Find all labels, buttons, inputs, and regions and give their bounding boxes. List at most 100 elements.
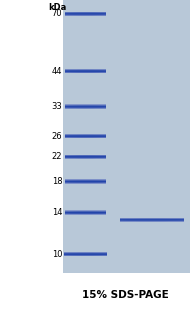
Bar bbox=[65, 211, 106, 212]
Bar bbox=[65, 12, 106, 13]
Bar bbox=[65, 213, 106, 214]
Bar bbox=[65, 69, 106, 70]
Bar bbox=[65, 136, 106, 137]
Bar bbox=[65, 181, 106, 182]
Bar bbox=[65, 182, 106, 183]
Bar bbox=[65, 183, 106, 184]
Text: 33: 33 bbox=[52, 102, 62, 111]
Bar bbox=[65, 72, 106, 73]
Bar bbox=[64, 255, 107, 256]
Text: 22: 22 bbox=[52, 152, 62, 161]
Bar bbox=[65, 212, 106, 213]
Text: 15% SDS-PAGE: 15% SDS-PAGE bbox=[82, 290, 169, 300]
Bar bbox=[65, 134, 106, 135]
Bar bbox=[65, 211, 106, 212]
Bar bbox=[65, 14, 106, 15]
Bar bbox=[64, 254, 107, 255]
Ellipse shape bbox=[67, 135, 104, 138]
Bar bbox=[65, 135, 106, 136]
Bar bbox=[65, 104, 106, 105]
Bar bbox=[120, 219, 184, 220]
Bar bbox=[65, 107, 106, 108]
Bar bbox=[120, 221, 184, 222]
Bar bbox=[65, 156, 106, 157]
Bar bbox=[65, 14, 106, 15]
Text: 44: 44 bbox=[52, 67, 62, 76]
Bar bbox=[65, 182, 106, 183]
Ellipse shape bbox=[123, 219, 181, 221]
Bar bbox=[64, 252, 107, 253]
Bar bbox=[64, 253, 107, 254]
Bar bbox=[63, 0, 190, 273]
Bar bbox=[65, 155, 106, 156]
Bar bbox=[65, 155, 106, 156]
Bar bbox=[120, 218, 184, 219]
Bar bbox=[120, 219, 184, 220]
Bar bbox=[65, 69, 106, 70]
Ellipse shape bbox=[67, 155, 104, 158]
Bar bbox=[65, 213, 106, 214]
Bar bbox=[65, 14, 106, 15]
Bar bbox=[65, 180, 106, 181]
Bar bbox=[64, 254, 107, 255]
Bar bbox=[64, 254, 107, 255]
Ellipse shape bbox=[66, 253, 105, 256]
Bar bbox=[65, 137, 106, 138]
Bar bbox=[65, 158, 106, 159]
Bar bbox=[65, 107, 106, 108]
Bar bbox=[65, 72, 106, 73]
Bar bbox=[65, 137, 106, 138]
Bar bbox=[65, 212, 106, 213]
Bar bbox=[65, 105, 106, 106]
Bar bbox=[64, 252, 107, 253]
Bar bbox=[65, 72, 106, 73]
Bar bbox=[120, 218, 184, 219]
Bar bbox=[65, 213, 106, 214]
Bar bbox=[120, 221, 184, 222]
Bar bbox=[65, 70, 106, 71]
Bar bbox=[65, 180, 106, 181]
Bar bbox=[65, 179, 106, 180]
Bar bbox=[65, 158, 106, 159]
Bar bbox=[65, 212, 106, 213]
Bar bbox=[64, 255, 107, 256]
Bar bbox=[65, 211, 106, 212]
Text: 18: 18 bbox=[52, 177, 62, 186]
Bar bbox=[64, 252, 107, 253]
Bar bbox=[65, 69, 106, 70]
Bar bbox=[65, 155, 106, 156]
Bar bbox=[65, 137, 106, 138]
Text: 14: 14 bbox=[52, 208, 62, 217]
Bar bbox=[65, 13, 106, 14]
Bar bbox=[65, 182, 106, 183]
Ellipse shape bbox=[67, 180, 104, 183]
Ellipse shape bbox=[67, 105, 104, 108]
Bar bbox=[65, 13, 106, 14]
Bar bbox=[65, 156, 106, 157]
Bar bbox=[120, 221, 184, 222]
Bar bbox=[65, 210, 106, 211]
Ellipse shape bbox=[67, 12, 104, 15]
Bar bbox=[65, 135, 106, 136]
Bar bbox=[64, 255, 107, 256]
Bar bbox=[65, 13, 106, 14]
Bar bbox=[65, 12, 106, 13]
Bar bbox=[65, 181, 106, 182]
Bar bbox=[64, 253, 107, 254]
Bar bbox=[65, 136, 106, 137]
Bar bbox=[120, 220, 184, 221]
Bar bbox=[65, 134, 106, 135]
Bar bbox=[65, 183, 106, 184]
Bar bbox=[65, 214, 106, 215]
Bar bbox=[65, 15, 106, 16]
Bar bbox=[65, 210, 106, 211]
Bar bbox=[65, 158, 106, 159]
Ellipse shape bbox=[67, 211, 104, 214]
Bar bbox=[65, 157, 106, 158]
Bar bbox=[120, 218, 184, 219]
Bar bbox=[65, 69, 106, 70]
Text: 26: 26 bbox=[52, 132, 62, 141]
Bar bbox=[65, 106, 106, 107]
Bar bbox=[65, 70, 106, 71]
Bar bbox=[120, 219, 184, 220]
